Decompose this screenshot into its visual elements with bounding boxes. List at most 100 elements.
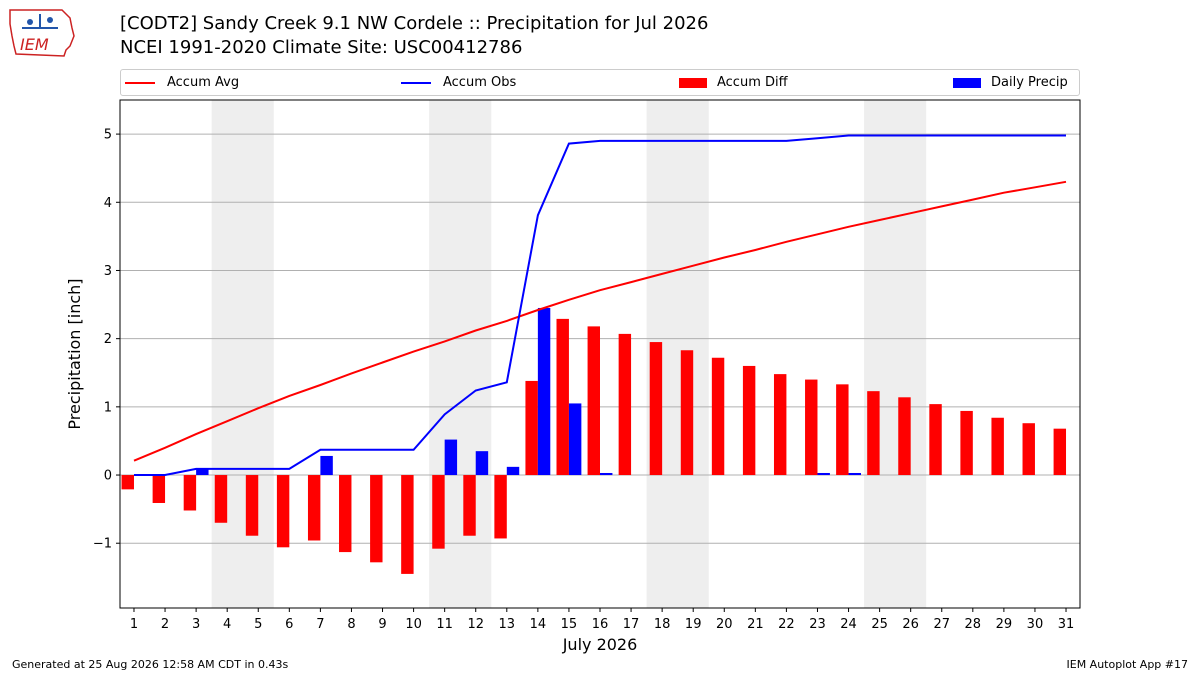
x-tick-label: 13 (499, 617, 516, 632)
bar-accum-diff-31 (1053, 428, 1067, 476)
x-tick-label: 9 (378, 617, 386, 632)
bar-accum-diff-4 (214, 475, 228, 523)
x-tick-label: 25 (871, 617, 888, 632)
y-tick-label: 3 (104, 264, 112, 279)
bar-daily-precip-12 (475, 451, 489, 476)
weekend-band-3 (646, 100, 709, 608)
bar-accum-diff-12 (463, 475, 476, 536)
weekend-band-4 (864, 100, 927, 608)
legend-label-daily-precip: Daily Precip (991, 75, 1068, 90)
y-axis-ticks: −1 0 1 2 3 4 5 (93, 128, 120, 552)
bar-daily-precip-3 (196, 468, 209, 476)
x-tick-label: 24 (840, 617, 857, 632)
x-tick-label: 16 (592, 617, 609, 632)
x-tick-label: 5 (254, 617, 262, 632)
bar-accum-diff-25 (867, 391, 880, 476)
y-tick-label: 2 (104, 332, 112, 347)
bar-accum-diff-19 (680, 350, 694, 476)
bar-accum-diff-17 (618, 333, 632, 476)
y-tick-label: 4 (104, 196, 112, 211)
bar-accum-diff-29 (991, 417, 1004, 476)
line-accum-avg (133, 180, 1067, 462)
x-tick-label: 12 (467, 617, 484, 632)
x-tick-label: 8 (347, 617, 355, 632)
x-tick-label: 28 (965, 617, 982, 632)
bar-accum-diff-5 (245, 475, 259, 536)
x-tick-label: 11 (436, 617, 453, 632)
bar-accum-diff-10 (401, 475, 414, 574)
x-tick-label: 31 (1058, 617, 1075, 632)
line-accum-obs (134, 134, 1066, 476)
bar-accum-diff-22 (773, 374, 787, 476)
weekend-shading (211, 100, 927, 608)
legend-item-accum-avg: Accum Avg (125, 70, 239, 95)
bar-accum-diff-30 (1022, 423, 1035, 476)
x-tick-label: 19 (685, 617, 702, 632)
bar-accum-diff-1 (121, 475, 134, 490)
y-tick-label: 1 (104, 400, 112, 415)
x-tick-label: 29 (996, 617, 1013, 632)
bar-daily-precip-24 (848, 472, 861, 476)
x-tick-label: 30 (1027, 617, 1044, 632)
series-lines (133, 134, 1067, 476)
x-axis-ticks: 1 2 3 4 5 6 7 8 9 10 11 12 13 14 15 16 17 18 19 20 21 22 23 24 2… (130, 608, 1074, 632)
bar-accum-diff-24 (836, 384, 849, 476)
bar-accum-diff-14 (525, 380, 538, 476)
x-tick-label: 21 (747, 617, 764, 632)
bar-daily-precip-11 (444, 439, 458, 476)
bar-accum-diff-11 (432, 475, 445, 549)
x-tick-label: 3 (192, 617, 200, 632)
weekend-band-1 (211, 100, 274, 608)
bar-daily-precip-15 (568, 403, 582, 476)
x-tick-label: 7 (316, 617, 324, 632)
legend-swatch-accum-avg (125, 81, 155, 84)
plot-frame (119, 99, 1081, 609)
x-tick-label: 26 (902, 617, 919, 632)
x-tick-label: 17 (623, 617, 640, 632)
chart-subtitle: NCEI 1991-2020 Climate Site: USC00412786 (120, 37, 523, 58)
x-tick-label: 1 (130, 617, 138, 632)
x-tick-label: 18 (654, 617, 671, 632)
legend-swatch-accum-obs (401, 81, 431, 84)
bar-accum-diff-28 (960, 410, 973, 476)
bar-daily-precip-7 (320, 455, 333, 476)
x-tick-label: 2 (161, 617, 169, 632)
bar-accum-diff-8 (339, 475, 352, 553)
bar-accum-diff-6 (276, 475, 290, 548)
legend-swatch-daily-precip (953, 77, 981, 88)
legend-item-daily-precip: Daily Precip (953, 70, 1068, 95)
y-tick-label: −1 (93, 537, 112, 552)
iem-logo: IEM (6, 6, 78, 58)
legend-label-accum-obs: Accum Obs (443, 75, 517, 90)
legend-label-accum-avg: Accum Avg (167, 75, 240, 90)
bar-accum-diff-3 (183, 475, 197, 511)
bar-accum-diff-26 (898, 397, 911, 476)
x-tick-label: 6 (285, 617, 293, 632)
bar-daily-precip-13 (506, 466, 520, 476)
y-tick-label: 5 (104, 128, 112, 143)
logo-text: IEM (20, 35, 49, 54)
generated-timestamp: Generated at 25 Aug 2026 12:58 AM CDT in… (12, 658, 289, 671)
x-tick-label: 27 (933, 617, 950, 632)
legend-item-accum-diff: Accum Diff (679, 70, 788, 95)
legend-swatch-accum-diff (679, 77, 707, 88)
bar-accum-diff-9 (370, 475, 383, 563)
weekend-band-2 (429, 100, 492, 608)
bars (121, 307, 1067, 574)
chart-title: [CODT2] Sandy Creek 9.1 NW Cordele :: Pr… (120, 13, 709, 34)
x-tick-label: 23 (809, 617, 826, 632)
y-tick-label: 0 (104, 469, 112, 484)
bar-accum-diff-18 (649, 342, 663, 476)
bar-accum-diff-7 (307, 475, 321, 541)
bar-accum-diff-2 (152, 475, 166, 503)
legend-item-accum-obs: Accum Obs (401, 70, 516, 95)
x-tick-label: 22 (778, 617, 795, 632)
chart-legend: Accum Avg Accum Obs Accum Diff Daily Pre… (120, 69, 1080, 96)
bar-accum-diff-21 (742, 365, 756, 476)
bar-accum-diff-23 (805, 379, 818, 476)
bar-accum-diff-13 (494, 475, 507, 539)
x-tick-label: 4 (223, 617, 231, 632)
bar-accum-diff-20 (711, 357, 725, 476)
x-tick-label: 15 (561, 617, 578, 632)
